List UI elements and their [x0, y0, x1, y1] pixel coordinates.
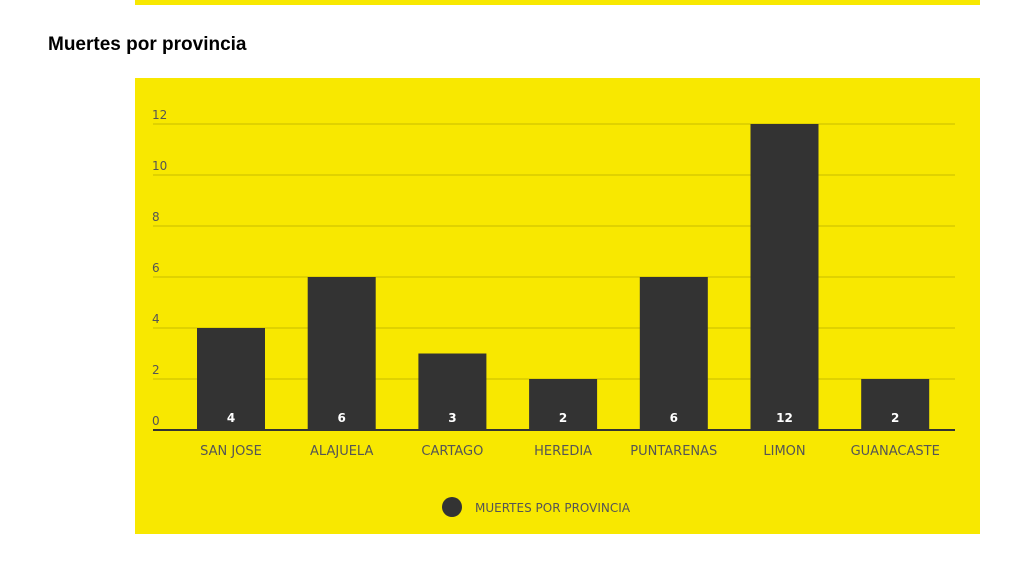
bar-value-label: 6: [670, 411, 678, 425]
top-banner-strip: [135, 0, 980, 5]
chart-legend[interactable]: MUERTES POR PROVINCIA: [442, 497, 631, 517]
x-category-label: LIMON: [763, 444, 805, 459]
bar-value-label: 2: [559, 411, 567, 425]
bar[interactable]: [529, 379, 598, 430]
bar[interactable]: [307, 277, 376, 430]
bar[interactable]: [197, 328, 265, 430]
chart-panel: 0 2 4 6 8 10 12 4 6 3 2 6 12 2 SAN JOSE ALAJUELA CARTA…: [135, 78, 980, 534]
bar[interactable]: [750, 124, 819, 430]
x-category-label: CARTAGO: [421, 444, 483, 459]
bar[interactable]: [639, 277, 708, 430]
bar-value-label: 3: [448, 411, 456, 425]
bar[interactable]: [418, 353, 487, 431]
grid-lines: [153, 123, 955, 380]
x-category-label: ALAJUELA: [310, 444, 373, 459]
bar-chart: 0 2 4 6 8 10 12 4 6 3 2 6 12 2 SAN JOSE ALAJUELA CARTA…: [152, 108, 955, 517]
x-category-label: SAN JOSE: [200, 444, 262, 459]
x-category-label: PUNTARENAS: [630, 444, 717, 459]
y-tick-label: 0: [152, 414, 160, 428]
x-category-label: GUANACASTE: [851, 444, 940, 459]
bars: 4 6 3 2 6 12 2: [197, 124, 930, 431]
bar-value-label: 2: [891, 411, 899, 425]
bar-value-label: 12: [776, 411, 793, 425]
bar[interactable]: [861, 379, 930, 430]
bar-value-label: 6: [338, 411, 346, 425]
page-title: Muertes por provincia: [48, 34, 247, 55]
y-tick-label: 2: [152, 363, 160, 377]
y-tick-label: 8: [152, 210, 160, 224]
y-tick-label: 12: [152, 108, 167, 122]
legend-marker[interactable]: [442, 497, 462, 517]
x-category-label: HEREDIA: [534, 444, 592, 459]
legend-label[interactable]: MUERTES POR PROVINCIA: [475, 501, 631, 515]
bar-value-label: 4: [227, 411, 235, 425]
y-tick-label: 6: [152, 261, 160, 275]
y-axis-ticks: 0 2 4 6 8 10 12: [152, 108, 167, 428]
y-tick-label: 4: [152, 312, 160, 326]
y-tick-label: 10: [152, 159, 167, 173]
x-axis-categories: SAN JOSE ALAJUELA CARTAGO HEREDIA PUNTARENAS…: [200, 444, 940, 459]
